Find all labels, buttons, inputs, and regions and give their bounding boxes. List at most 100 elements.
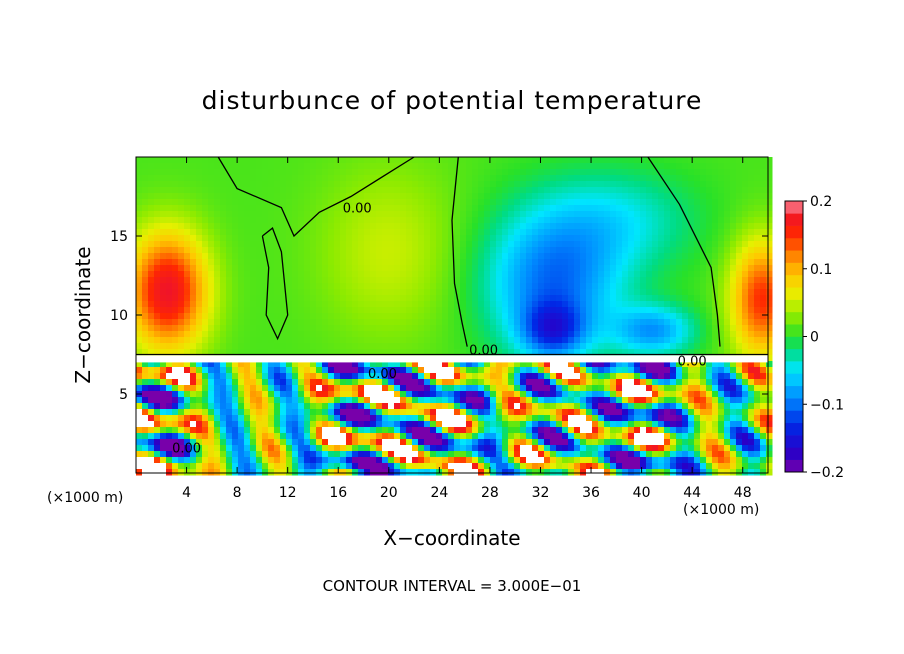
heatmap-cell [502,277,509,284]
heatmap-cell [322,313,329,320]
heatmap-cell [196,187,203,194]
heatmap-cell [238,235,245,242]
heatmap-cell [268,217,275,224]
heatmap-cell [436,301,443,308]
heatmap-cell [388,349,395,356]
heatmap-cell [592,415,599,422]
heatmap-cell [316,301,323,308]
heatmap-cell [466,415,473,422]
heatmap-cell [628,259,635,266]
heatmap-cell [190,157,197,164]
heatmap-cell [472,445,479,452]
heatmap-cell [148,277,155,284]
heatmap-cell [664,403,671,410]
heatmap-cell [592,343,599,350]
heatmap-cell [238,439,245,446]
heatmap-cell [166,169,173,176]
heatmap-cell [370,235,377,242]
heatmap-cell [232,301,239,308]
heatmap-cell [418,385,425,392]
heatmap-cell [580,349,587,356]
heatmap-cell [304,337,311,344]
heatmap-cell [310,445,317,452]
heatmap-cell [664,421,671,428]
heatmap-cell [238,175,245,182]
heatmap-cell [604,169,611,176]
heatmap-cell [250,307,257,314]
heatmap-cell [268,205,275,212]
heatmap-cell [622,283,629,290]
heatmap-cell [580,379,587,386]
heatmap-cell [658,253,665,260]
heatmap-cell [154,157,161,164]
heatmap-cell [544,271,551,278]
heatmap-cell [280,367,287,374]
heatmap-cell [490,295,497,302]
heatmap-cell [190,229,197,236]
heatmap-cell [460,181,467,188]
heatmap-cell [196,451,203,458]
heatmap-cell [178,229,185,236]
heatmap-cell [466,373,473,380]
heatmap-cell [370,379,377,386]
heatmap-cell [190,205,197,212]
heatmap-cell [544,391,551,398]
heatmap-cell [250,373,257,380]
heatmap-cell [454,307,461,314]
heatmap-cell [334,187,341,194]
heatmap-cell [322,193,329,200]
heatmap-cell [634,247,641,254]
heatmap-cell [604,361,611,368]
heatmap-cell [148,385,155,392]
heatmap-cell [676,349,683,356]
heatmap-cell [376,259,383,266]
heatmap-cell [640,271,647,278]
heatmap-cell [346,427,353,434]
heatmap-cell [310,289,317,296]
heatmap-cell [394,223,401,230]
heatmap-cell [448,265,455,272]
heatmap-cell [172,229,179,236]
heatmap-cell [394,403,401,410]
heatmap-cell [196,301,203,308]
heatmap-cell [274,397,281,404]
heatmap-cell [520,277,527,284]
heatmap-cell [358,433,365,440]
heatmap-cell [496,409,503,416]
heatmap-cell [370,259,377,266]
heatmap-cell [214,337,221,344]
heatmap-cell [556,451,563,458]
heatmap-cell [154,367,161,374]
heatmap-cell [634,235,641,242]
heatmap-cell [658,469,665,476]
heatmap-cell [484,271,491,278]
heatmap-cell [388,223,395,230]
heatmap-cell [442,181,449,188]
heatmap-cell [298,217,305,224]
heatmap-cell [208,361,215,368]
heatmap-cell [460,463,467,470]
heatmap-cell [646,397,653,404]
heatmap-cell [208,307,215,314]
heatmap-cell [664,439,671,446]
heatmap-cell [274,193,281,200]
heatmap-cell [478,439,485,446]
heatmap-cell [622,349,629,356]
heatmap-cell [658,457,665,464]
heatmap-cell [238,211,245,218]
heatmap-cell [208,433,215,440]
heatmap-cell [166,457,173,464]
heatmap-cell [496,307,503,314]
heatmap-cell [352,319,359,326]
heatmap-cell [550,361,557,368]
heatmap-cell [604,433,611,440]
heatmap-cell [406,271,413,278]
heatmap-cell [442,223,449,230]
heatmap-cell [322,205,329,212]
heatmap-cell [376,277,383,284]
heatmap-cell [574,157,581,164]
heatmap-cell [682,409,689,416]
heatmap-cell [250,349,257,356]
heatmap-cell [616,169,623,176]
heatmap-cell [442,175,449,182]
